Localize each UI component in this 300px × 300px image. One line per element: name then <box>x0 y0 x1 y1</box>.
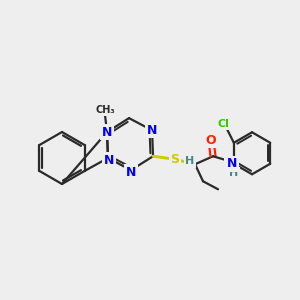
Text: H: H <box>230 168 239 178</box>
Text: Cl: Cl <box>218 119 230 129</box>
Text: N: N <box>147 124 157 137</box>
Text: O: O <box>206 134 216 147</box>
Text: N: N <box>225 159 235 169</box>
Text: N: N <box>104 154 114 166</box>
Text: N: N <box>126 166 136 178</box>
Text: N: N <box>227 157 237 170</box>
Text: CH₃: CH₃ <box>95 105 115 115</box>
Text: H: H <box>185 156 195 166</box>
Text: N: N <box>102 125 112 139</box>
Text: S: S <box>170 153 179 166</box>
